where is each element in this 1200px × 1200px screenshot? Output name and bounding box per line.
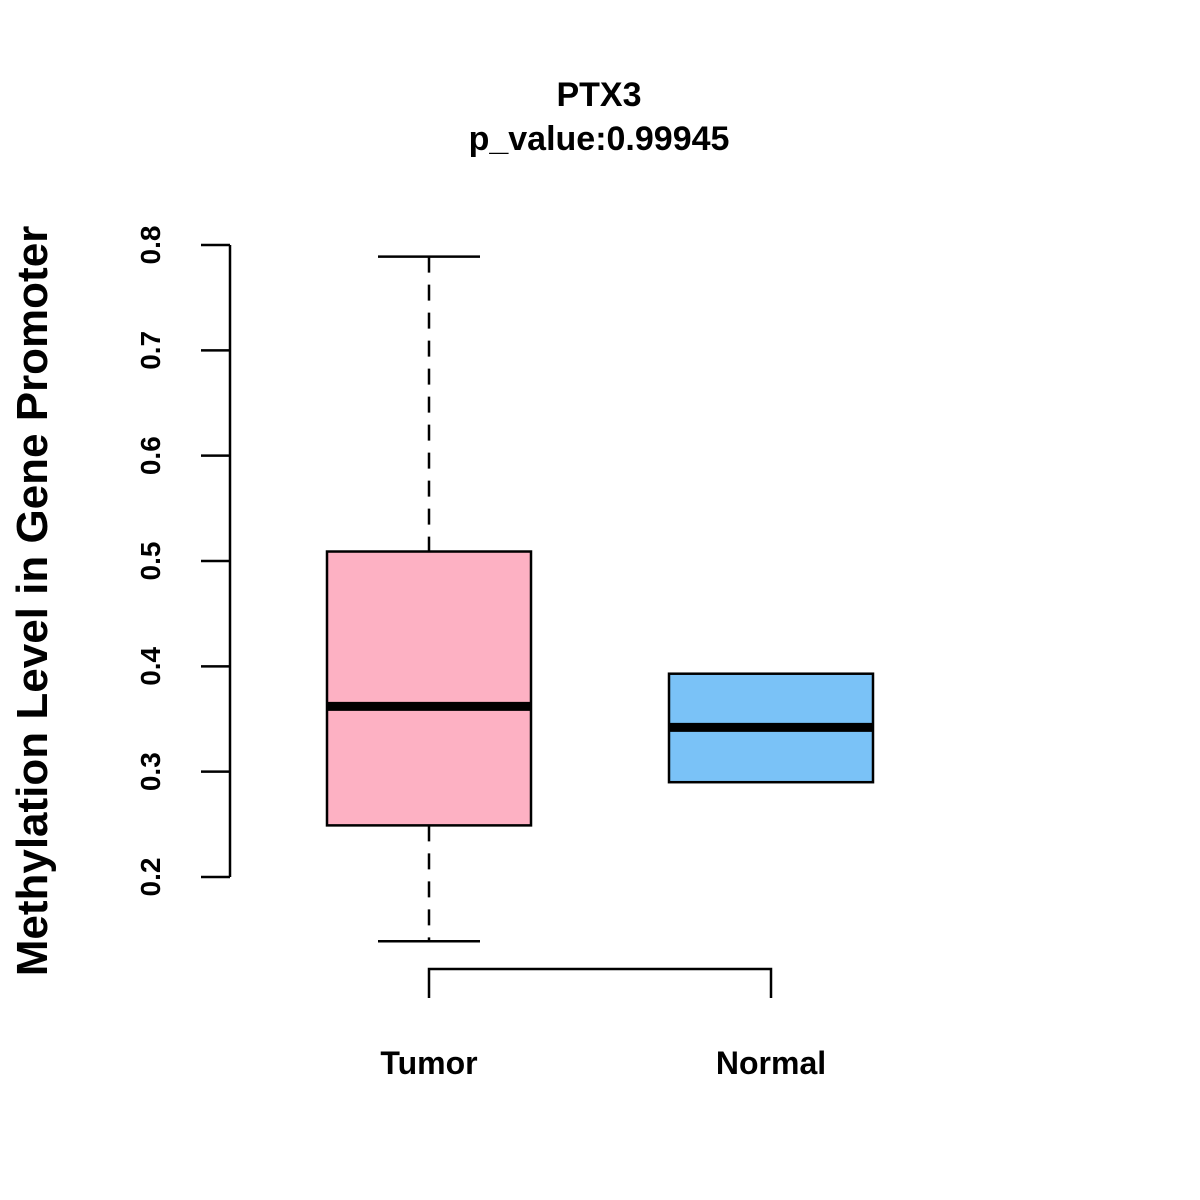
y-tick-label: 0.5 [135, 542, 166, 581]
y-tick-label: 0.3 [135, 752, 166, 791]
y-tick-label: 0.8 [135, 226, 166, 265]
x-category-label-normal: Normal [716, 1045, 826, 1081]
boxes-group [325, 255, 875, 943]
y-tick-label: 0.4 [135, 646, 166, 685]
chart-title: PTX3 [556, 76, 641, 114]
x-category-label-tumor: Tumor [380, 1045, 477, 1081]
x-axis-labels: Tumor Normal [380, 1045, 826, 1081]
y-axis-label: Methylation Level in Gene Promoter [8, 226, 57, 977]
y-tick-label: 0.2 [135, 858, 166, 897]
y-axis: 0.2 0.3 0.4 0.5 0.6 0.7 0.8 [135, 226, 232, 897]
chart-subtitle: p_value:0.99945 [469, 120, 730, 158]
y-tick-label: 0.7 [135, 331, 166, 370]
group-bracket [427, 967, 773, 998]
box-iqr [325, 550, 533, 827]
bracket-line [427, 967, 773, 998]
y-tick-label: 0.6 [135, 436, 166, 475]
box-normal [667, 672, 875, 784]
box-tumor [325, 255, 533, 943]
